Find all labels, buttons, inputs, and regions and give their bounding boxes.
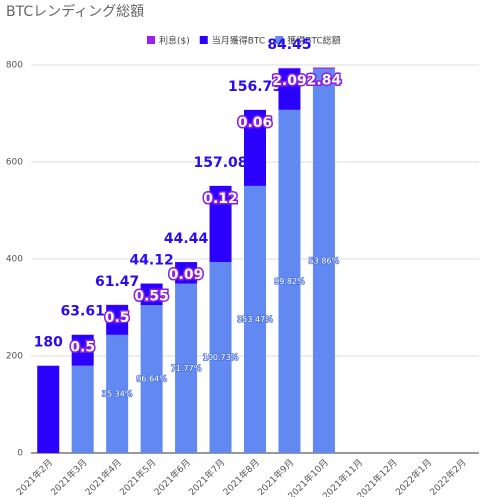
data-label: 0.55 xyxy=(134,288,169,304)
bar-segment xyxy=(209,185,232,263)
bar-segment xyxy=(278,67,301,69)
bar-segment xyxy=(175,283,198,453)
y-tick-label: 800 xyxy=(6,61,23,71)
data-label: 180 xyxy=(34,335,63,351)
data-label: 44.44 xyxy=(164,231,209,247)
bar-segment xyxy=(71,365,94,453)
data-label: 157.08 xyxy=(194,155,248,171)
y-tick-label: 200 xyxy=(6,352,23,362)
data-label: 63.61 xyxy=(61,304,105,320)
bar-segment xyxy=(106,334,129,453)
annotation: 99.82% xyxy=(274,277,305,286)
data-label: 84.45 xyxy=(267,37,311,53)
data-label: 44.12 xyxy=(129,252,173,268)
data-label: 0.09 xyxy=(169,267,204,283)
legend-label: 利息($) xyxy=(159,35,190,47)
annotation: 100.73% xyxy=(203,353,239,362)
legend-swatch xyxy=(199,36,208,44)
data-label: 61.47 xyxy=(95,274,139,290)
annotation: 71.77% xyxy=(171,364,202,373)
legend-label: 当月獲得BTC xyxy=(212,35,265,47)
legend-swatch xyxy=(147,36,155,44)
data-label: 2.84 xyxy=(307,73,342,89)
y-tick-label: 0 xyxy=(17,449,23,459)
bar-segment xyxy=(140,305,163,453)
bar-segment xyxy=(278,109,301,453)
annotation: 53.86% xyxy=(309,256,340,265)
y-tick-label: 600 xyxy=(6,158,23,168)
y-tick-label: 400 xyxy=(6,255,23,265)
data-label: 0.12 xyxy=(203,191,238,207)
bar-segment xyxy=(106,305,129,335)
data-label: 2.09 xyxy=(272,73,307,89)
bar-segment xyxy=(278,68,301,110)
chart-title: BTCレンディング総額 xyxy=(6,3,144,20)
bar-segment xyxy=(312,67,335,69)
bar-segment xyxy=(175,262,198,284)
annotation: 353.47% xyxy=(237,315,273,324)
data-label: 0.06 xyxy=(238,115,273,131)
bar-segment xyxy=(244,185,266,453)
data-label: 0.5 xyxy=(70,340,95,356)
bar-segment xyxy=(140,283,163,306)
bar-segment xyxy=(71,334,94,366)
data-label: 156.79 xyxy=(228,79,282,95)
bar-segment xyxy=(312,68,335,453)
annotation: 96.64% xyxy=(136,375,167,384)
bar-segment xyxy=(37,365,60,453)
x-tick-label: 2022年2月 xyxy=(427,456,468,497)
bar-segment xyxy=(244,109,266,186)
annotation: 35.34% xyxy=(102,389,133,398)
legend-swatch xyxy=(275,36,284,44)
bar-segment xyxy=(209,262,232,453)
data-label: 0.5 xyxy=(105,310,130,326)
legend-label: 獲得BTC総額 xyxy=(287,35,340,47)
